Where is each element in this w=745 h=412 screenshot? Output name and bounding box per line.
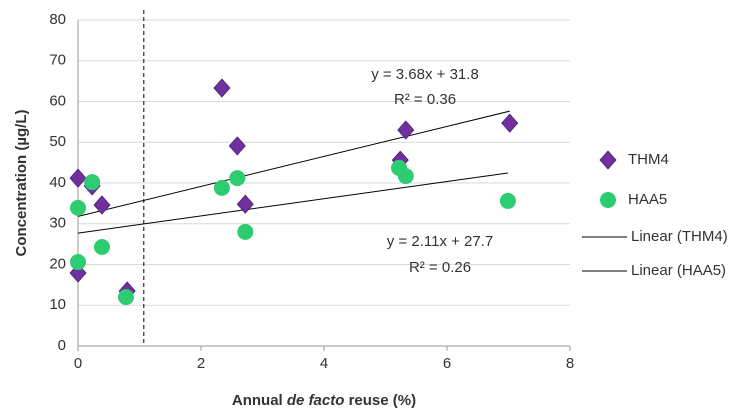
y-tick-label: 70 [49, 52, 66, 69]
diamond-marker [69, 168, 87, 188]
circle-marker [237, 223, 254, 240]
diamond-marker [69, 263, 87, 283]
circle-marker [499, 192, 516, 209]
y-tick-label: 40 [49, 174, 66, 191]
x-tick-label: 4 [320, 355, 328, 372]
x-tick-label: 2 [197, 355, 205, 372]
circle-marker [84, 174, 101, 191]
trend-equation: y = 2.11x + 27.7 [387, 233, 493, 250]
circle-marker [600, 192, 616, 208]
y-axis-title: Concentration (µg/L) [13, 110, 30, 257]
y-tick-label: 20 [49, 255, 66, 272]
circle-marker [70, 199, 86, 216]
diamond-marker [93, 195, 111, 215]
circle-marker [229, 170, 246, 187]
y-tick-label: 10 [49, 296, 66, 313]
trend-equation: y = 3.68x + 31.8 [371, 66, 479, 83]
legend-label: Linear (HAA5) [631, 262, 726, 279]
x-tick-label: 6 [443, 355, 451, 372]
diamond-marker [501, 113, 519, 133]
trend-r2: R² = 0.36 [394, 91, 456, 108]
diamond-marker [397, 120, 415, 140]
diamond-marker [213, 78, 231, 98]
circle-marker [70, 254, 86, 271]
legend-label: HAA5 [628, 191, 667, 208]
x-axis-title-part: Annual [232, 392, 287, 409]
circle-marker [397, 168, 414, 185]
legend-label: THM4 [628, 151, 669, 168]
x-axis-title-part: de facto [287, 392, 345, 409]
legend-label: Linear (THM4) [631, 228, 728, 245]
y-tick-label: 80 [49, 11, 66, 28]
y-tick-label: 30 [49, 215, 66, 232]
trendline [77, 110, 510, 217]
diamond-marker [236, 194, 254, 214]
circle-marker [117, 289, 134, 306]
x-tick-label: 8 [566, 355, 574, 372]
trend-r2: R² = 0.26 [409, 259, 471, 276]
x-axis-title: Annual de facto reuse (%) [232, 392, 416, 409]
y-tick-label: 0 [58, 337, 66, 354]
x-axis-title-part: reuse (%) [344, 392, 416, 409]
circle-marker [213, 179, 230, 196]
y-tick-label: 50 [49, 133, 66, 150]
trendline [77, 172, 508, 234]
diamond-marker [599, 150, 617, 170]
circle-marker [93, 238, 110, 255]
diamond-marker [228, 136, 246, 156]
x-tick-label: 0 [74, 355, 82, 372]
y-tick-label: 60 [49, 92, 66, 109]
